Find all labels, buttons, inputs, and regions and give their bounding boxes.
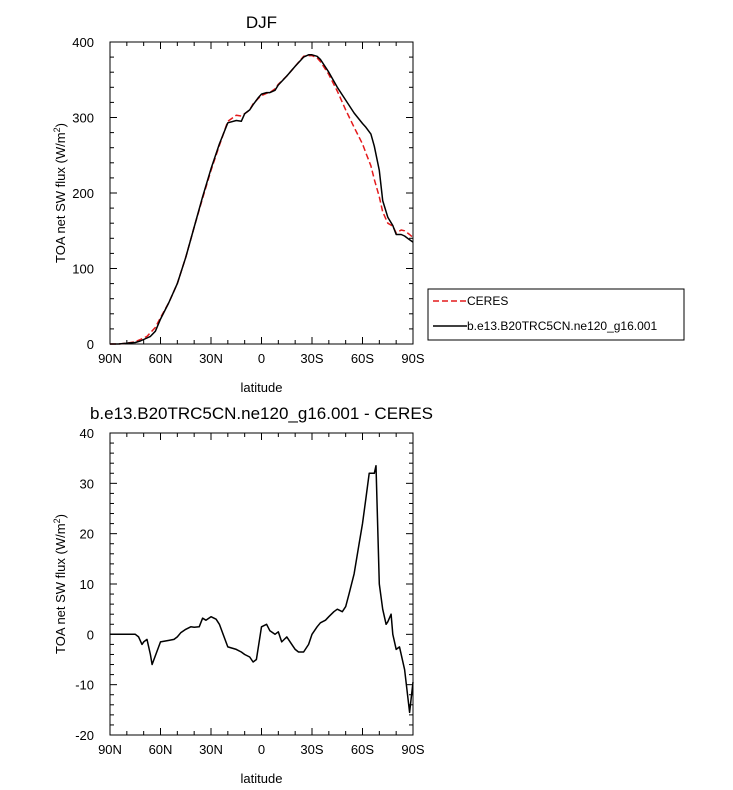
x-tick-label: 30S [300,351,323,366]
chart-title: b.e13.B20TRC5CN.ne120_g16.001 - CERES [90,404,433,423]
y-tick-label: 30 [80,476,94,491]
plot-frame [109,41,414,345]
x-tick-label: 30N [199,742,223,757]
x-tick-label: 90N [98,742,122,757]
top-panel-djf: DJF 90N 60N 30N 0 30S 60S 90S 0 100 200 300 400 latit… [52,13,425,395]
y-axis-label-main: TOA net SW flux (W/m [53,132,68,263]
y-axis-label-sup: 2 [52,127,62,132]
y-tick-label: -20 [75,728,94,743]
x-tick-label: 30S [300,742,323,757]
y-tick-label: 0 [87,627,94,642]
y-axis-label-end: ) [53,123,68,127]
y-axis-label-end: ) [53,514,68,518]
legend-label-ceres: CERES [467,294,508,308]
y-axis-label-main: TOA net SW flux (W/m [53,523,68,654]
x-tick-label: 60N [149,742,173,757]
x-tick-label: 90S [401,742,424,757]
x-tick-label: 0 [258,742,265,757]
legend: CERES b.e13.B20TRC5CN.ne120_g16.001 [427,288,685,341]
series-line-b-e13-b20trc5cn-ne120-g16-001 [110,54,414,345]
y-tick-label: 20 [80,527,94,542]
y-tick-label: -10 [75,678,94,693]
chart-title: DJF [246,13,277,32]
y-tick-label: 100 [72,262,94,277]
x-tick-label: 0 [258,351,265,366]
y-tick-label: 0 [87,337,94,352]
y-axis-label-sup: 2 [52,518,62,523]
series-line-ceres [110,54,414,345]
plot-frame [109,432,414,736]
y-axis-label: TOA net SW flux (W/m2) [52,514,68,654]
series-line-difference [110,464,414,714]
y-tick-label: 10 [80,577,94,592]
x-tick-label: 60N [149,351,173,366]
x-tick-label: 90S [401,351,424,366]
bottom-panel-difference: b.e13.B20TRC5CN.ne120_g16.001 - CERES 90N… [52,404,433,786]
y-tick-label: 40 [80,426,94,441]
x-tick-label: 90N [98,351,122,366]
y-axis-label: TOA net SW flux (W/m2) [52,123,68,263]
x-tick-label: 30N [199,351,223,366]
legend-box [427,288,685,341]
x-tick-label: 60S [351,351,374,366]
x-axis-label: latitude [241,771,283,786]
x-tick-label: 60S [351,742,374,757]
y-tick-label: 400 [72,35,94,50]
y-tick-label: 300 [72,111,94,126]
legend-label-model: b.e13.B20TRC5CN.ne120_g16.001 [467,319,657,333]
y-tick-label: 200 [72,186,94,201]
x-axis-label: latitude [241,380,283,395]
